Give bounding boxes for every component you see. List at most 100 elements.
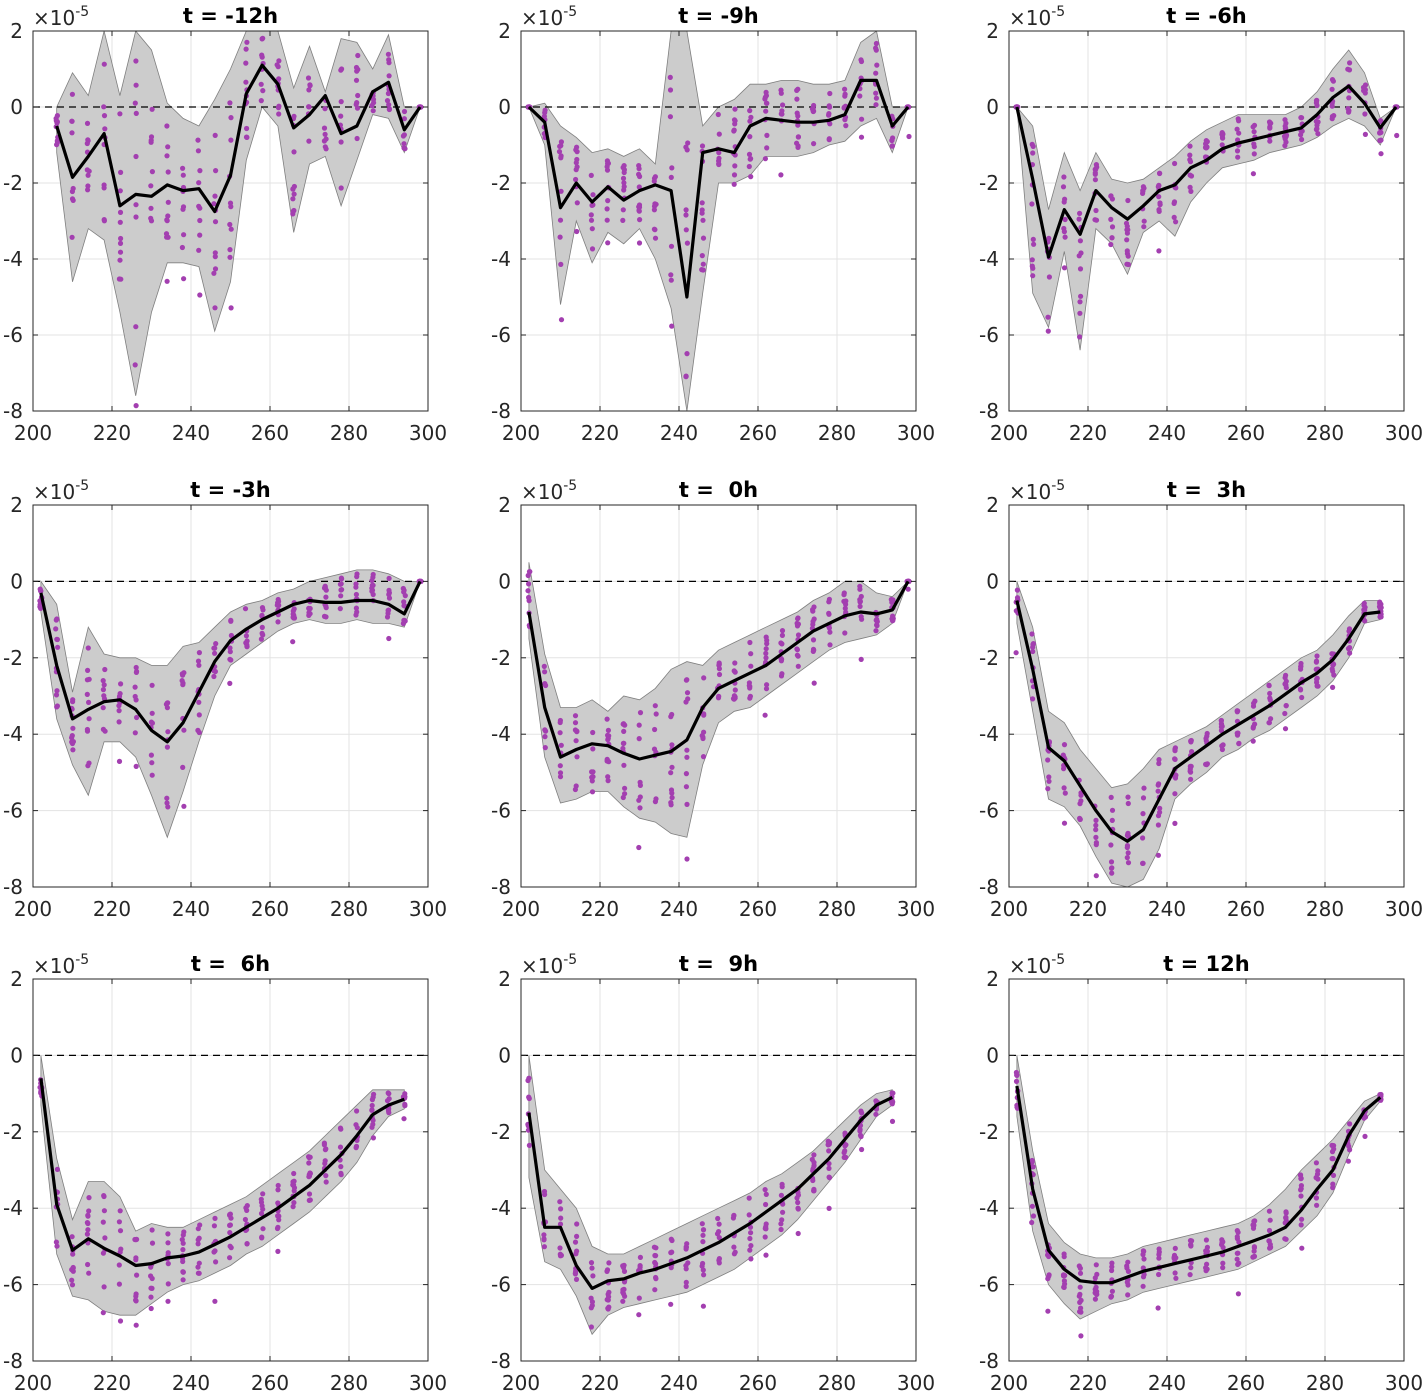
ensemble-point [54,1166,61,1172]
ensemble-point [1282,117,1288,123]
ensemble-point [196,203,202,209]
ensemble-point [637,217,643,223]
plot-content [1009,49,1404,351]
ensemble-point [748,1230,754,1236]
ensemble-point [196,699,202,705]
ensemble-point [826,1205,832,1211]
ensemble-point [1251,700,1257,707]
ensemble-point [1267,1245,1273,1251]
ensemble-point [258,636,264,642]
ensemble-point [1172,775,1179,781]
ensemble-point [1109,1288,1115,1294]
ensemble-point [400,133,406,139]
ensemble-point [589,789,596,795]
ensemble-point [795,134,802,140]
ensemble-point [811,647,817,653]
ensemble-point [1109,235,1115,241]
ensemble-point [700,1267,706,1273]
ensemble-point [779,641,785,647]
panel-title: t = 12h [1163,952,1249,976]
ensemble-point [54,113,61,119]
ensemble-point [228,204,234,210]
ensemble-point [1125,794,1131,800]
axes-box [1008,30,1405,412]
ensemble-point [1250,171,1256,177]
ensemble-point [337,1144,344,1150]
ensemble-point [1173,1255,1179,1261]
ensemble-point [1346,1143,1352,1149]
ensemble-point [668,802,674,808]
ensemble-point [1156,248,1162,254]
x-tick-label: 220 [93,1371,131,1393]
ensemble-point [779,1181,785,1187]
ensemble-point [1140,811,1146,817]
ensemble-point [716,1260,722,1266]
ensemble-point [573,1276,580,1282]
ensemble-point [337,606,343,612]
ensemble-point [354,574,360,580]
ensemble-point [558,317,565,323]
ensemble-point [558,1206,564,1212]
x-tick-label: 200 [990,421,1028,445]
ensemble-point [1204,139,1210,145]
ensemble-point [86,699,92,706]
ensemble-point [1076,1263,1082,1269]
ensemble-point [53,118,60,124]
ensemble-point [133,58,139,64]
ensemble-point [1218,727,1224,734]
ensemble-point [84,691,90,698]
ensemble-point [905,586,911,592]
ensemble-point [795,1199,801,1206]
ensemble-point [542,734,548,740]
ensemble-point [636,240,643,246]
ensemble-point [1236,1260,1242,1266]
ensemble-point [700,754,707,760]
ensemble-point [1077,266,1084,272]
ensemble-point [1267,138,1273,144]
ensemble-point [526,1075,532,1081]
ensemble-point [1362,82,1369,88]
ensemble-point [541,1232,547,1238]
ensemble-point [683,1244,689,1250]
ensemble-point [1141,224,1147,230]
ensemble-point [307,1197,313,1203]
ensemble-point [1156,194,1162,200]
ensemble-point [826,1148,832,1154]
x-tick-label: 200 [502,421,540,445]
ensemble-point [700,735,706,742]
ensemble-point [652,1259,658,1266]
ensemble-point [1314,653,1320,659]
ensemble-point [1109,870,1115,876]
ensemble-point [732,660,738,666]
ensemble-point [1346,67,1353,73]
ensemble-point [338,587,344,593]
ensemble-point [859,1110,865,1116]
ensemble-point [525,572,531,579]
ensemble-point [1299,1245,1305,1251]
ensemble-point [70,739,76,745]
axes-box [520,504,917,888]
ensemble-point [542,727,548,733]
ensemble-point [227,680,233,687]
ensemble-point [165,1231,171,1237]
ensemble-point [811,680,817,686]
ensemble-point [684,690,691,696]
ensemble-point [746,151,753,157]
ensemble-point [669,795,675,801]
ensemble-point [276,103,282,109]
ensemble-point [101,218,107,224]
ensemble-point [69,1282,76,1288]
ensemble-point [764,641,770,647]
ensemble-point [1155,852,1161,858]
ensemble-point [731,127,737,133]
ensemble-point [605,240,611,246]
ensemble-point [590,1273,596,1279]
ensemble-point [180,682,186,688]
ensemble-point [1171,214,1177,220]
ensemble-point [1394,132,1400,139]
ensemble-point [101,185,107,191]
ensemble-point [542,681,548,687]
ensemble-point [1315,683,1321,689]
ensemble-point [180,1232,186,1238]
ensemble-point [1220,1265,1226,1271]
